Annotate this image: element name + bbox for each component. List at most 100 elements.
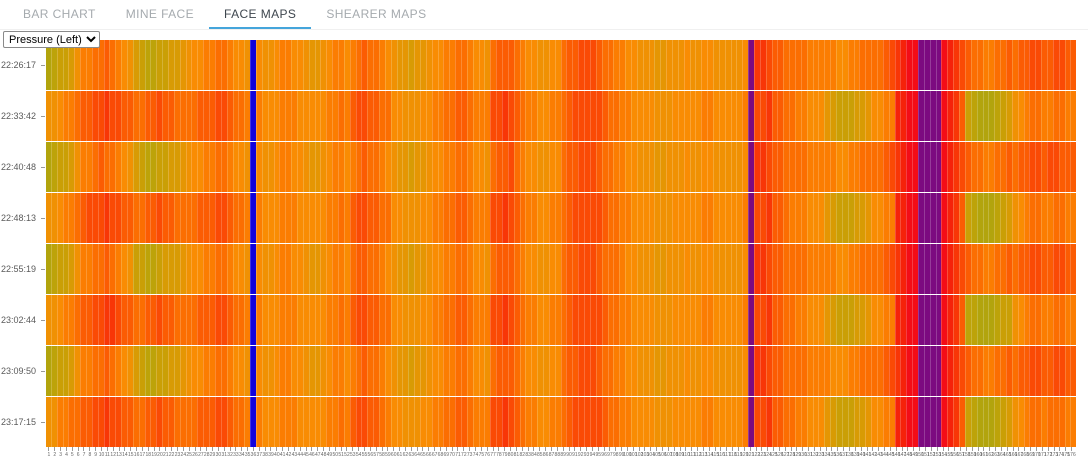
heatmap-cell	[326, 397, 333, 447]
heatmap-cell	[173, 91, 180, 141]
heatmap-cell	[1064, 142, 1071, 192]
heatmap-cell	[554, 244, 561, 294]
heatmap-cell	[724, 142, 731, 192]
heatmap-cell	[947, 397, 954, 447]
heatmap-cell	[554, 193, 561, 243]
heatmap-cell	[214, 397, 221, 447]
heatmap-cell	[279, 142, 286, 192]
heatmap-cell	[197, 244, 204, 294]
heatmap-cell	[554, 295, 561, 345]
x-axis-label: 174	[1055, 452, 1065, 458]
x-axis-tick	[613, 447, 619, 452]
x-axis-tick	[829, 447, 835, 452]
heatmap-cell	[795, 295, 801, 345]
heatmap-cell	[601, 295, 608, 345]
heatmap-cell	[941, 346, 948, 396]
heatmap-cell	[630, 346, 637, 396]
heatmap-cell	[683, 397, 690, 447]
heatmap-cell	[355, 397, 362, 447]
heatmap-cell	[220, 397, 227, 447]
heatmap-cell	[1046, 91, 1053, 141]
heatmap-cell	[871, 91, 878, 141]
heatmap-cell	[654, 40, 661, 90]
heatmap-cell	[162, 40, 169, 90]
x-axis-label: 101	[629, 452, 638, 458]
heatmap-cell	[138, 91, 145, 141]
heatmap-cell	[789, 142, 795, 192]
heatmap-cell	[677, 40, 684, 90]
x-axis-tick	[572, 447, 578, 452]
tab-mine-face[interactable]: MINE FACE	[125, 6, 195, 21]
heatmap-cell	[584, 40, 590, 90]
heatmap-cell	[425, 91, 432, 141]
x-axis-label: 116	[716, 452, 725, 458]
heatmap-cell	[601, 346, 608, 396]
heatmap-cell	[97, 244, 104, 294]
heatmap-cell	[753, 244, 760, 294]
heatmap-cell	[836, 244, 842, 294]
x-axis-label: 42	[285, 452, 292, 458]
heatmap-cell	[824, 40, 831, 90]
heatmap-cell	[168, 40, 174, 90]
heatmap-cell	[753, 397, 760, 447]
heatmap-cell	[220, 346, 227, 396]
heatmap-cell	[1023, 142, 1030, 192]
x-axis-label: 90	[566, 452, 572, 458]
x-axis-tick	[455, 447, 461, 452]
x-axis-tick	[99, 447, 105, 452]
heatmap-row	[46, 192, 1077, 243]
heatmap-cell	[806, 244, 813, 294]
heatmap-cell	[800, 244, 807, 294]
heatmap-cell	[220, 40, 227, 90]
heatmap-cell	[455, 244, 462, 294]
tab-face-maps[interactable]: FACE MAPS	[209, 0, 312, 29]
heatmap-cell	[584, 244, 590, 294]
heatmap-cell	[935, 142, 942, 192]
heatmap-cell	[478, 40, 485, 90]
heatmap-cell	[748, 295, 754, 345]
tab-shearer-maps[interactable]: SHEARER MAPS	[326, 6, 427, 21]
x-axis-label: 118	[728, 452, 737, 458]
heatmap-cell	[132, 40, 139, 90]
heatmap-cell	[1000, 397, 1006, 447]
heatmap-cell	[765, 295, 772, 345]
heatmap-cell	[50, 244, 57, 294]
heatmap-cell	[859, 142, 866, 192]
heatmap-row	[46, 294, 1077, 345]
heatmap-cell	[121, 244, 128, 294]
heatmap-cell	[543, 142, 549, 192]
heatmap-cell	[46, 40, 51, 90]
heatmap-cell	[988, 142, 995, 192]
heatmap-cell	[168, 193, 174, 243]
heatmap-cell	[50, 91, 57, 141]
heatmap-cell	[279, 193, 286, 243]
x-axis-tick	[239, 447, 245, 452]
tab-bar-chart[interactable]: BAR CHART	[23, 6, 96, 21]
heatmap-cell	[918, 244, 924, 294]
heatmap-cell	[730, 40, 737, 90]
heatmap-cell	[625, 397, 631, 447]
heatmap-cell	[519, 91, 526, 141]
heatmap-cell	[748, 244, 754, 294]
heatmap-cell	[619, 397, 626, 447]
heatmap-cell	[970, 244, 977, 294]
heatmap-cell	[724, 40, 731, 90]
x-axis-tick	[64, 447, 70, 452]
x-axis-label: 38	[262, 452, 268, 458]
heatmap-cell	[666, 295, 672, 345]
heatmap-cell	[795, 142, 801, 192]
heatmap-cell	[343, 40, 350, 90]
x-axis-label: 98	[612, 452, 619, 458]
x-axis-tick	[350, 447, 356, 452]
heatmap-cell	[543, 397, 549, 447]
heatmap-cell	[584, 193, 590, 243]
x-axis-label: 14	[122, 452, 128, 458]
heatmap-cell	[209, 193, 215, 243]
heatmap-cell	[1052, 91, 1059, 141]
x-axis-tick	[362, 447, 368, 452]
heatmap-cell	[314, 40, 321, 90]
heatmap-cell	[830, 397, 837, 447]
heatmap-cell	[502, 346, 508, 396]
metric-select[interactable]: Pressure (Left)	[3, 31, 100, 48]
heatmap-cell	[666, 397, 672, 447]
